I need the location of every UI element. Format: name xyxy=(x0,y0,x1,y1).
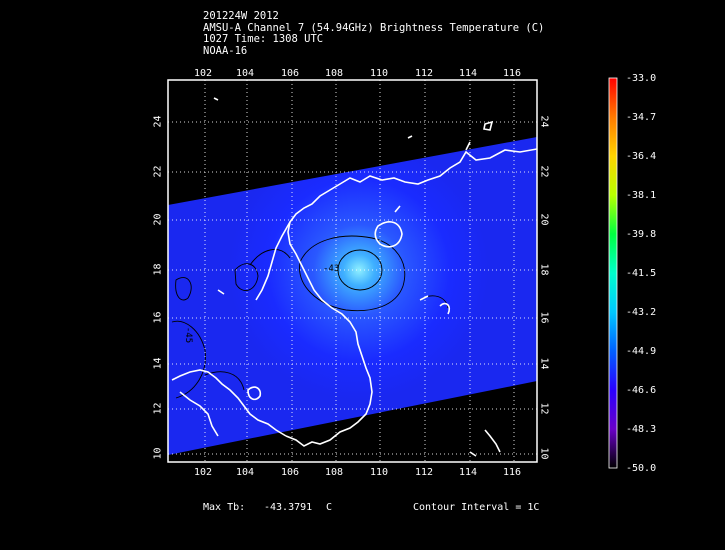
colorbar-tick: -44.9 xyxy=(626,346,657,357)
contour-label-center: -43 xyxy=(323,264,340,274)
lat-tick-right: 10 xyxy=(538,447,550,460)
lon-tick-bottom: 108 xyxy=(325,467,344,478)
lon-tick-bottom: 116 xyxy=(503,467,522,478)
lon-tick-top: 112 xyxy=(415,68,434,79)
header-title-block: 201224W 2012 AMSU-A Channel 7 (54.94GHz) … xyxy=(203,10,545,57)
lon-tick-top: 106 xyxy=(281,68,300,79)
header-storm-id: 201224W 2012 xyxy=(203,10,279,22)
lat-tick-right: 16 xyxy=(538,311,550,324)
lat-tick-left: 12 xyxy=(152,402,164,415)
colorbar-tick: -48.3 xyxy=(626,424,657,435)
lat-tick-left: 16 xyxy=(152,311,164,324)
lon-tick-bottom: 110 xyxy=(370,467,389,478)
colorbar-tick: -50.0 xyxy=(626,463,657,474)
lon-tick-top: 110 xyxy=(370,68,389,79)
max-tb-value: -43.3791 xyxy=(264,502,313,513)
contour-interval: Contour Interval = 1C xyxy=(413,502,540,513)
colorbar-tick: -36.4 xyxy=(626,151,657,162)
header-time: 1027 Time: 1308 UTC xyxy=(203,33,324,45)
colorbar-tick: -34.7 xyxy=(626,112,657,123)
lat-tick-right: 18 xyxy=(538,263,550,276)
lon-tick-bottom: 104 xyxy=(236,467,255,478)
lon-tick-top: 116 xyxy=(503,68,522,79)
lon-tick-top: 104 xyxy=(236,68,255,79)
lat-tick-left: 10 xyxy=(152,447,164,460)
lat-tick-right: 14 xyxy=(538,357,550,370)
lon-tick-bottom: 112 xyxy=(415,467,434,478)
lat-tick-left: 24 xyxy=(152,115,164,128)
colorbar xyxy=(608,77,618,469)
lat-tick-right: 12 xyxy=(538,402,550,415)
lat-tick-left: 22 xyxy=(152,165,164,178)
lat-tick-left: 14 xyxy=(152,357,164,370)
lon-tick-top: 114 xyxy=(459,68,478,79)
colorbar-tick: -41.5 xyxy=(626,268,657,279)
contour-label-west: -45 xyxy=(183,326,194,344)
lon-tick-top: 102 xyxy=(194,68,213,79)
colorbar-tick: -38.1 xyxy=(626,190,657,201)
max-tb-label: Max Tb: xyxy=(203,502,246,513)
coastline xyxy=(171,97,537,457)
header-channel: AMSU-A Channel 7 (54.94GHz) Brightness T… xyxy=(203,21,545,34)
lat-tick-right: 20 xyxy=(538,213,550,226)
lat-tick-right: 24 xyxy=(538,115,550,128)
satellite-swath xyxy=(168,137,537,455)
lat-tick-left: 18 xyxy=(152,263,164,276)
colorbar-tick: -43.2 xyxy=(626,307,657,318)
lon-tick-bottom: 102 xyxy=(194,467,213,478)
map-frame xyxy=(167,79,538,463)
lat-tick-right: 22 xyxy=(538,165,550,178)
lon-tick-bottom: 114 xyxy=(459,467,478,478)
header-satellite: NOAA-16 xyxy=(203,44,248,57)
lat-tick-left: 20 xyxy=(152,213,164,226)
lon-tick-top: 108 xyxy=(325,68,344,79)
colorbar-tick: -46.6 xyxy=(626,385,657,396)
colorbar-tick: -33.0 xyxy=(626,73,657,84)
colorbar-tick: -39.8 xyxy=(626,229,657,240)
max-tb-unit: C xyxy=(326,502,333,513)
lon-tick-bottom: 106 xyxy=(281,467,300,478)
lat-lon-grid xyxy=(168,80,537,462)
